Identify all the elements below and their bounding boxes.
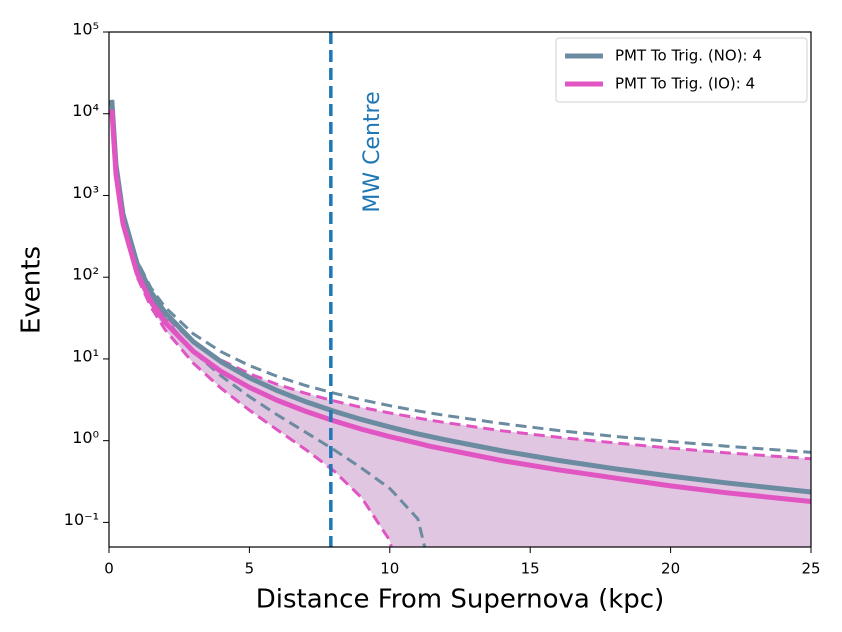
y-tick-label: 10⁰ [72, 428, 99, 447]
bound-line [110, 109, 393, 547]
y-tick-label: 10⁴ [72, 101, 99, 120]
x-tick-label: 20 [661, 560, 680, 578]
legend-label: PMT To Trig. (NO): 4 [615, 47, 762, 65]
bound-line [110, 100, 427, 547]
y-tick-label: 10⁵ [72, 20, 99, 39]
y-tick-label: 10² [72, 265, 99, 284]
y-axis-label: Events [17, 246, 47, 334]
plot-area [109, 99, 811, 547]
series-line [109, 109, 811, 505]
y-tick-label: 10³ [72, 183, 99, 202]
x-tick-label: 0 [104, 560, 114, 578]
x-tick-label: 25 [801, 560, 820, 578]
bound-line [110, 109, 811, 461]
legend-box [555, 37, 808, 103]
annotation-text: MW Centre [360, 91, 385, 212]
x-tick-label: 5 [245, 560, 255, 578]
legend-label: PMT To Trig. (IO): 4 [615, 75, 755, 93]
band-fill [111, 109, 811, 547]
x-tick-label: 15 [521, 560, 540, 578]
series-line [109, 99, 811, 495]
x-tick-label: 10 [380, 560, 399, 578]
plot-frame [108, 31, 812, 548]
x-axis-label: Distance From Supernova (kpc) [256, 585, 664, 615]
y-tick-label: 10¹ [72, 346, 99, 365]
bound-line [110, 99, 811, 454]
y-tick-label: 10⁻¹ [64, 510, 99, 529]
